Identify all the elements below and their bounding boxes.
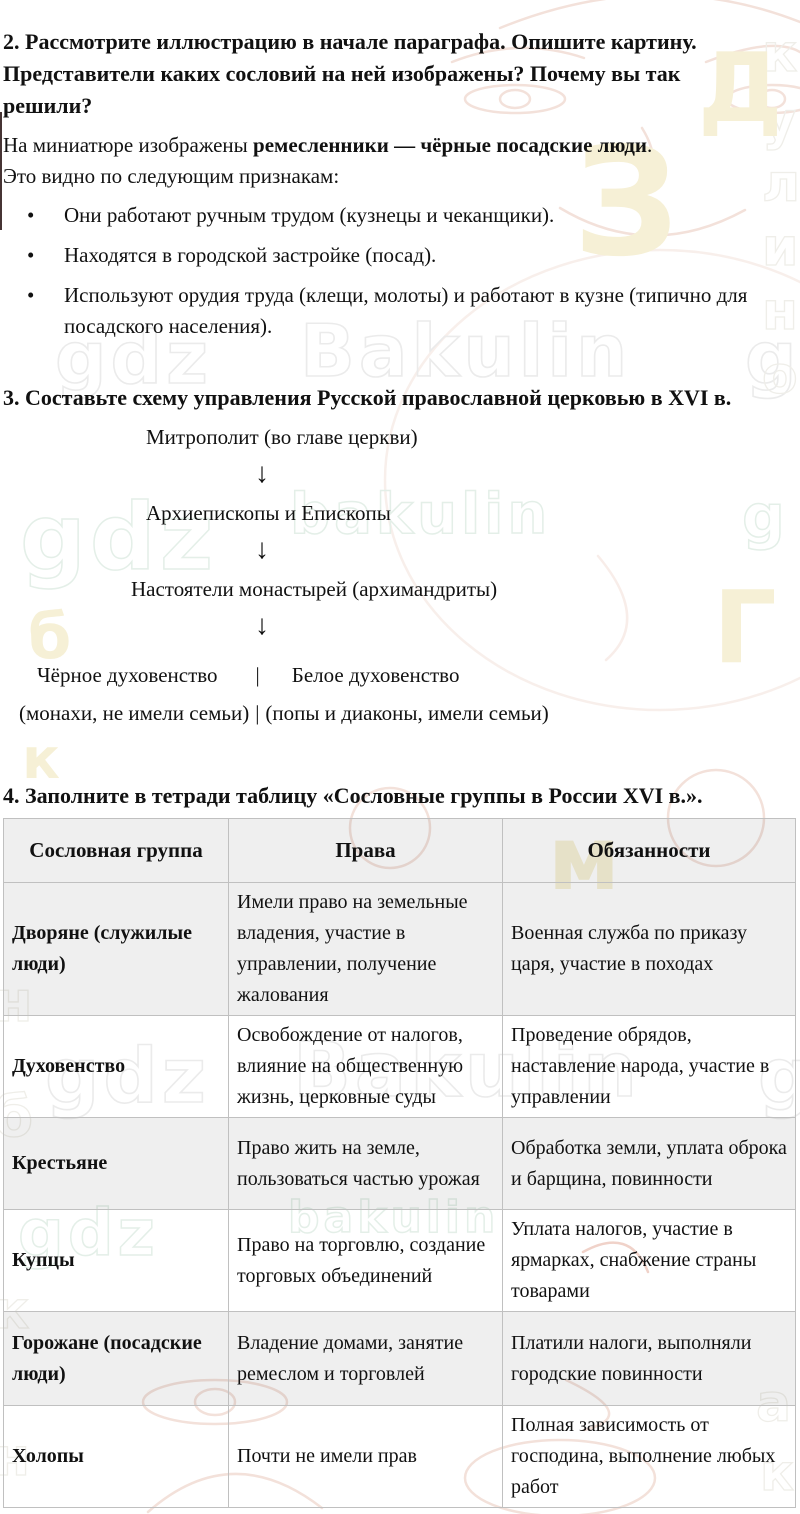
cell-group: Духовенство: [3, 1015, 229, 1118]
scheme-level-abbots: Настоятели монастырей (архимандриты): [131, 577, 498, 601]
branch-separator: |: [255, 663, 260, 687]
cell-rights: Право на торговлю, создание торговых объ…: [228, 1209, 503, 1312]
bullet-icon: •: [27, 203, 35, 227]
church-hierarchy-scheme: Митрополит (во главе церкви) ↓ Архиеписк…: [3, 422, 795, 728]
intro-bold-term: ремесленники — чёрные посадские люди: [253, 133, 647, 157]
table-row: Дворяне (служилые люди) Имели право на з…: [3, 882, 796, 1016]
list-item-text: Используют орудия труда (клещи, молоты) …: [64, 283, 748, 338]
table-header-duties: Обязанности: [502, 818, 796, 883]
scheme-branch-notes: (монахи, не имели семьи) | (попы и диаконы…: [19, 698, 795, 728]
scheme-level-bishops: Архиепископы и Епископы: [146, 501, 391, 525]
cell-rights: Имели право на земельные владения, участ…: [228, 882, 503, 1016]
arrow-down-icon: ↓: [255, 610, 269, 641]
list-item: • Находятся в городской застройке (посад…: [3, 240, 795, 271]
table-row: Горожане (посадские люди) Владение домам…: [3, 1311, 796, 1406]
table-header-rights: Права: [228, 818, 503, 883]
arrow-down-icon: ↓: [255, 534, 269, 565]
intro-suffix: .: [647, 133, 653, 157]
evidence-list: • Они работают ручным трудом (кузнецы и …: [3, 200, 795, 342]
list-item-text: Находятся в городской застройке (посад).: [64, 243, 437, 267]
arrow-down-icon: ↓: [255, 458, 269, 489]
cell-duties: Обработка земли, уплата оброка и барщина…: [502, 1117, 796, 1210]
cell-rights: Почти не имели прав: [228, 1405, 503, 1508]
list-item: • Они работают ручным трудом (кузнецы и …: [3, 200, 795, 231]
scheme-level-metropolitan: Митрополит (во главе церкви): [146, 425, 418, 449]
branch-separator: |: [255, 701, 260, 725]
list-item: • Используют орудия труда (клещи, молоты…: [3, 280, 795, 342]
table-row: Духовенство Освобождение от налогов, вли…: [3, 1015, 796, 1118]
cell-group: Купцы: [3, 1209, 229, 1312]
cell-group: Холопы: [3, 1405, 229, 1508]
cell-group: Крестьяне: [3, 1117, 229, 1210]
branch-white-clergy: Белое духовенство: [291, 663, 460, 687]
cell-duties: Полная зависимость от господина, выполне…: [502, 1405, 796, 1508]
question-4-heading: 4. Заполните в тетради таблицу «Сословны…: [3, 783, 703, 808]
cell-group: Горожане (посадские люди): [3, 1311, 229, 1406]
question-2-answer-intro: На миниатюре изображены ремесленники — ч…: [3, 130, 795, 192]
branch-black-clergy: Чёрное духовенство: [37, 663, 218, 687]
cell-rights: Освобождение от налогов, влияние на обще…: [228, 1015, 503, 1118]
question-3-heading: 3. Составьте схему управления Русской пр…: [3, 385, 732, 410]
table-header-group: Сословная группа: [3, 818, 229, 883]
table-header-row: Сословная группа Права Обязанности: [3, 818, 796, 883]
sosloviya-table: Сословная группа Права Обязанности Дворя…: [3, 818, 796, 1508]
cell-duties: Проведение обрядов, наставление народа, …: [502, 1015, 796, 1118]
cell-duties: Уплата налогов, участие в ярмарках, снаб…: [502, 1209, 796, 1312]
intro-prefix: На миниатюре изображены: [3, 133, 254, 157]
branch-black-note: (монахи, не имели семьи): [19, 701, 250, 725]
scheme-branches: Чёрное духовенство | Белое духовенство: [37, 660, 795, 690]
cell-duties: Платили налоги, выполняли городские пови…: [502, 1311, 796, 1406]
left-edge-artifact: [0, 112, 2, 230]
cell-rights: Владение домами, занятие ремеслом и торг…: [228, 1311, 503, 1406]
table-row: Крестьяне Право жить на земле, пользоват…: [3, 1117, 796, 1210]
intro-line-2: Это видно по следующим признакам:: [3, 164, 340, 188]
intro-line-1: На миниатюре изображены ремесленники — ч…: [3, 130, 795, 161]
table-row: Купцы Право на торговлю, создание торгов…: [3, 1209, 796, 1312]
cell-group: Дворяне (служилые люди): [3, 882, 229, 1016]
cell-duties: Военная служба по приказу царя, участие …: [502, 882, 796, 1016]
list-item-text: Они работают ручным трудом (кузнецы и че…: [64, 203, 555, 227]
branch-white-note: (попы и диаконы, имели семьи): [265, 701, 549, 725]
bullet-icon: •: [27, 243, 35, 267]
bullet-icon: •: [27, 283, 35, 307]
document-page: 2. Рассмотрите иллюстрацию в начале пара…: [3, 0, 796, 1508]
question-2-heading: 2. Рассмотрите иллюстрацию в начале пара…: [3, 29, 697, 118]
cell-rights: Право жить на земле, пользоваться частью…: [228, 1117, 503, 1210]
table-row: Холопы Почти не имели прав Полная зависи…: [3, 1405, 796, 1508]
